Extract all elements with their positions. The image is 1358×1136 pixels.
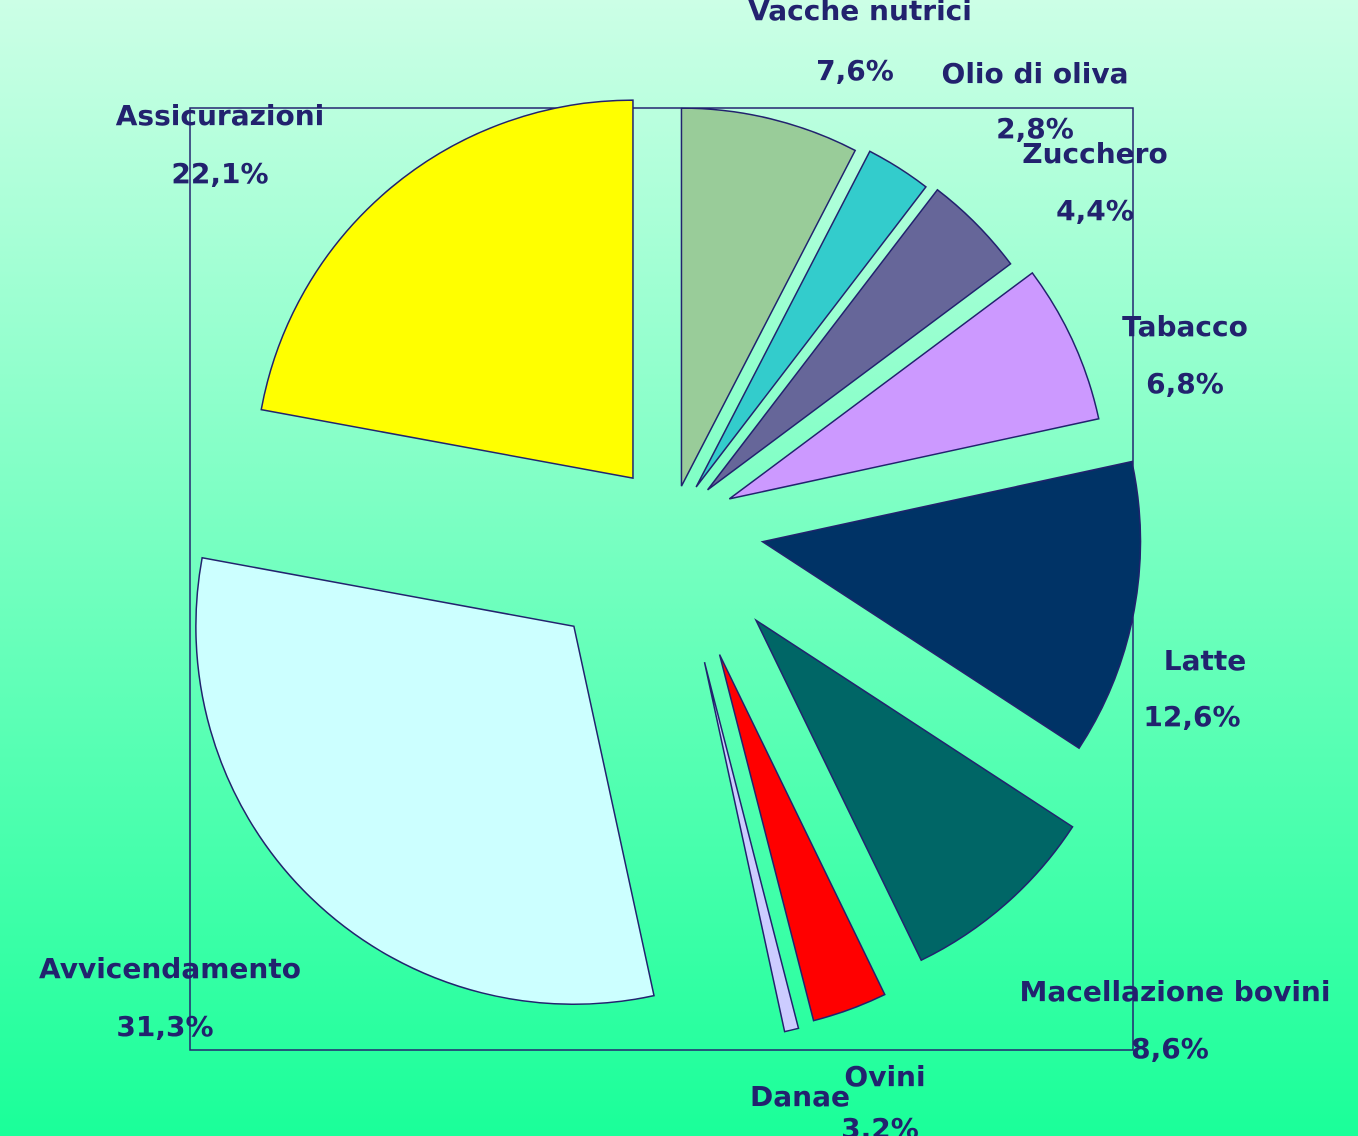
- pie-slice: [760, 460, 1142, 750]
- pie-slice: [195, 556, 655, 1006]
- value-label: 4,4%: [1056, 194, 1134, 227]
- value-label: 6,8%: [1146, 367, 1224, 400]
- pie-slice: [706, 188, 1012, 491]
- pie-slice: [718, 654, 886, 1022]
- slice-label: Ovini: [844, 1060, 925, 1093]
- pie-slice: [754, 618, 1074, 962]
- value-label: 8,6%: [1131, 1032, 1209, 1065]
- slice-label: Zucchero: [1022, 137, 1167, 170]
- value-label: 7,6%: [816, 54, 894, 87]
- value-label: 31,3%: [116, 1010, 213, 1043]
- value-label: 12,6%: [1143, 700, 1240, 733]
- value-label: 22,1%: [171, 157, 268, 190]
- value-label: 2,8%: [996, 112, 1074, 145]
- slice-label: Latte: [1164, 644, 1247, 677]
- slice-label: Avvicendamento: [39, 952, 301, 985]
- slice-label: Olio di oliva: [942, 57, 1129, 90]
- slice-label: Tabacco: [1122, 310, 1248, 343]
- pie-slice: [260, 99, 634, 480]
- pie-slice: [680, 107, 857, 487]
- pie-slice: [695, 150, 927, 488]
- slice-label: Assicurazioni: [116, 99, 325, 132]
- slice-label: Macellazione bovini: [1020, 975, 1331, 1008]
- pie-slice: [728, 271, 1100, 500]
- pie-slice: [703, 662, 800, 1033]
- slice-label: Danae: [750, 1080, 850, 1113]
- slice-label: Vacche nutrici: [748, 0, 972, 27]
- value-label: 3,2%: [841, 1112, 919, 1136]
